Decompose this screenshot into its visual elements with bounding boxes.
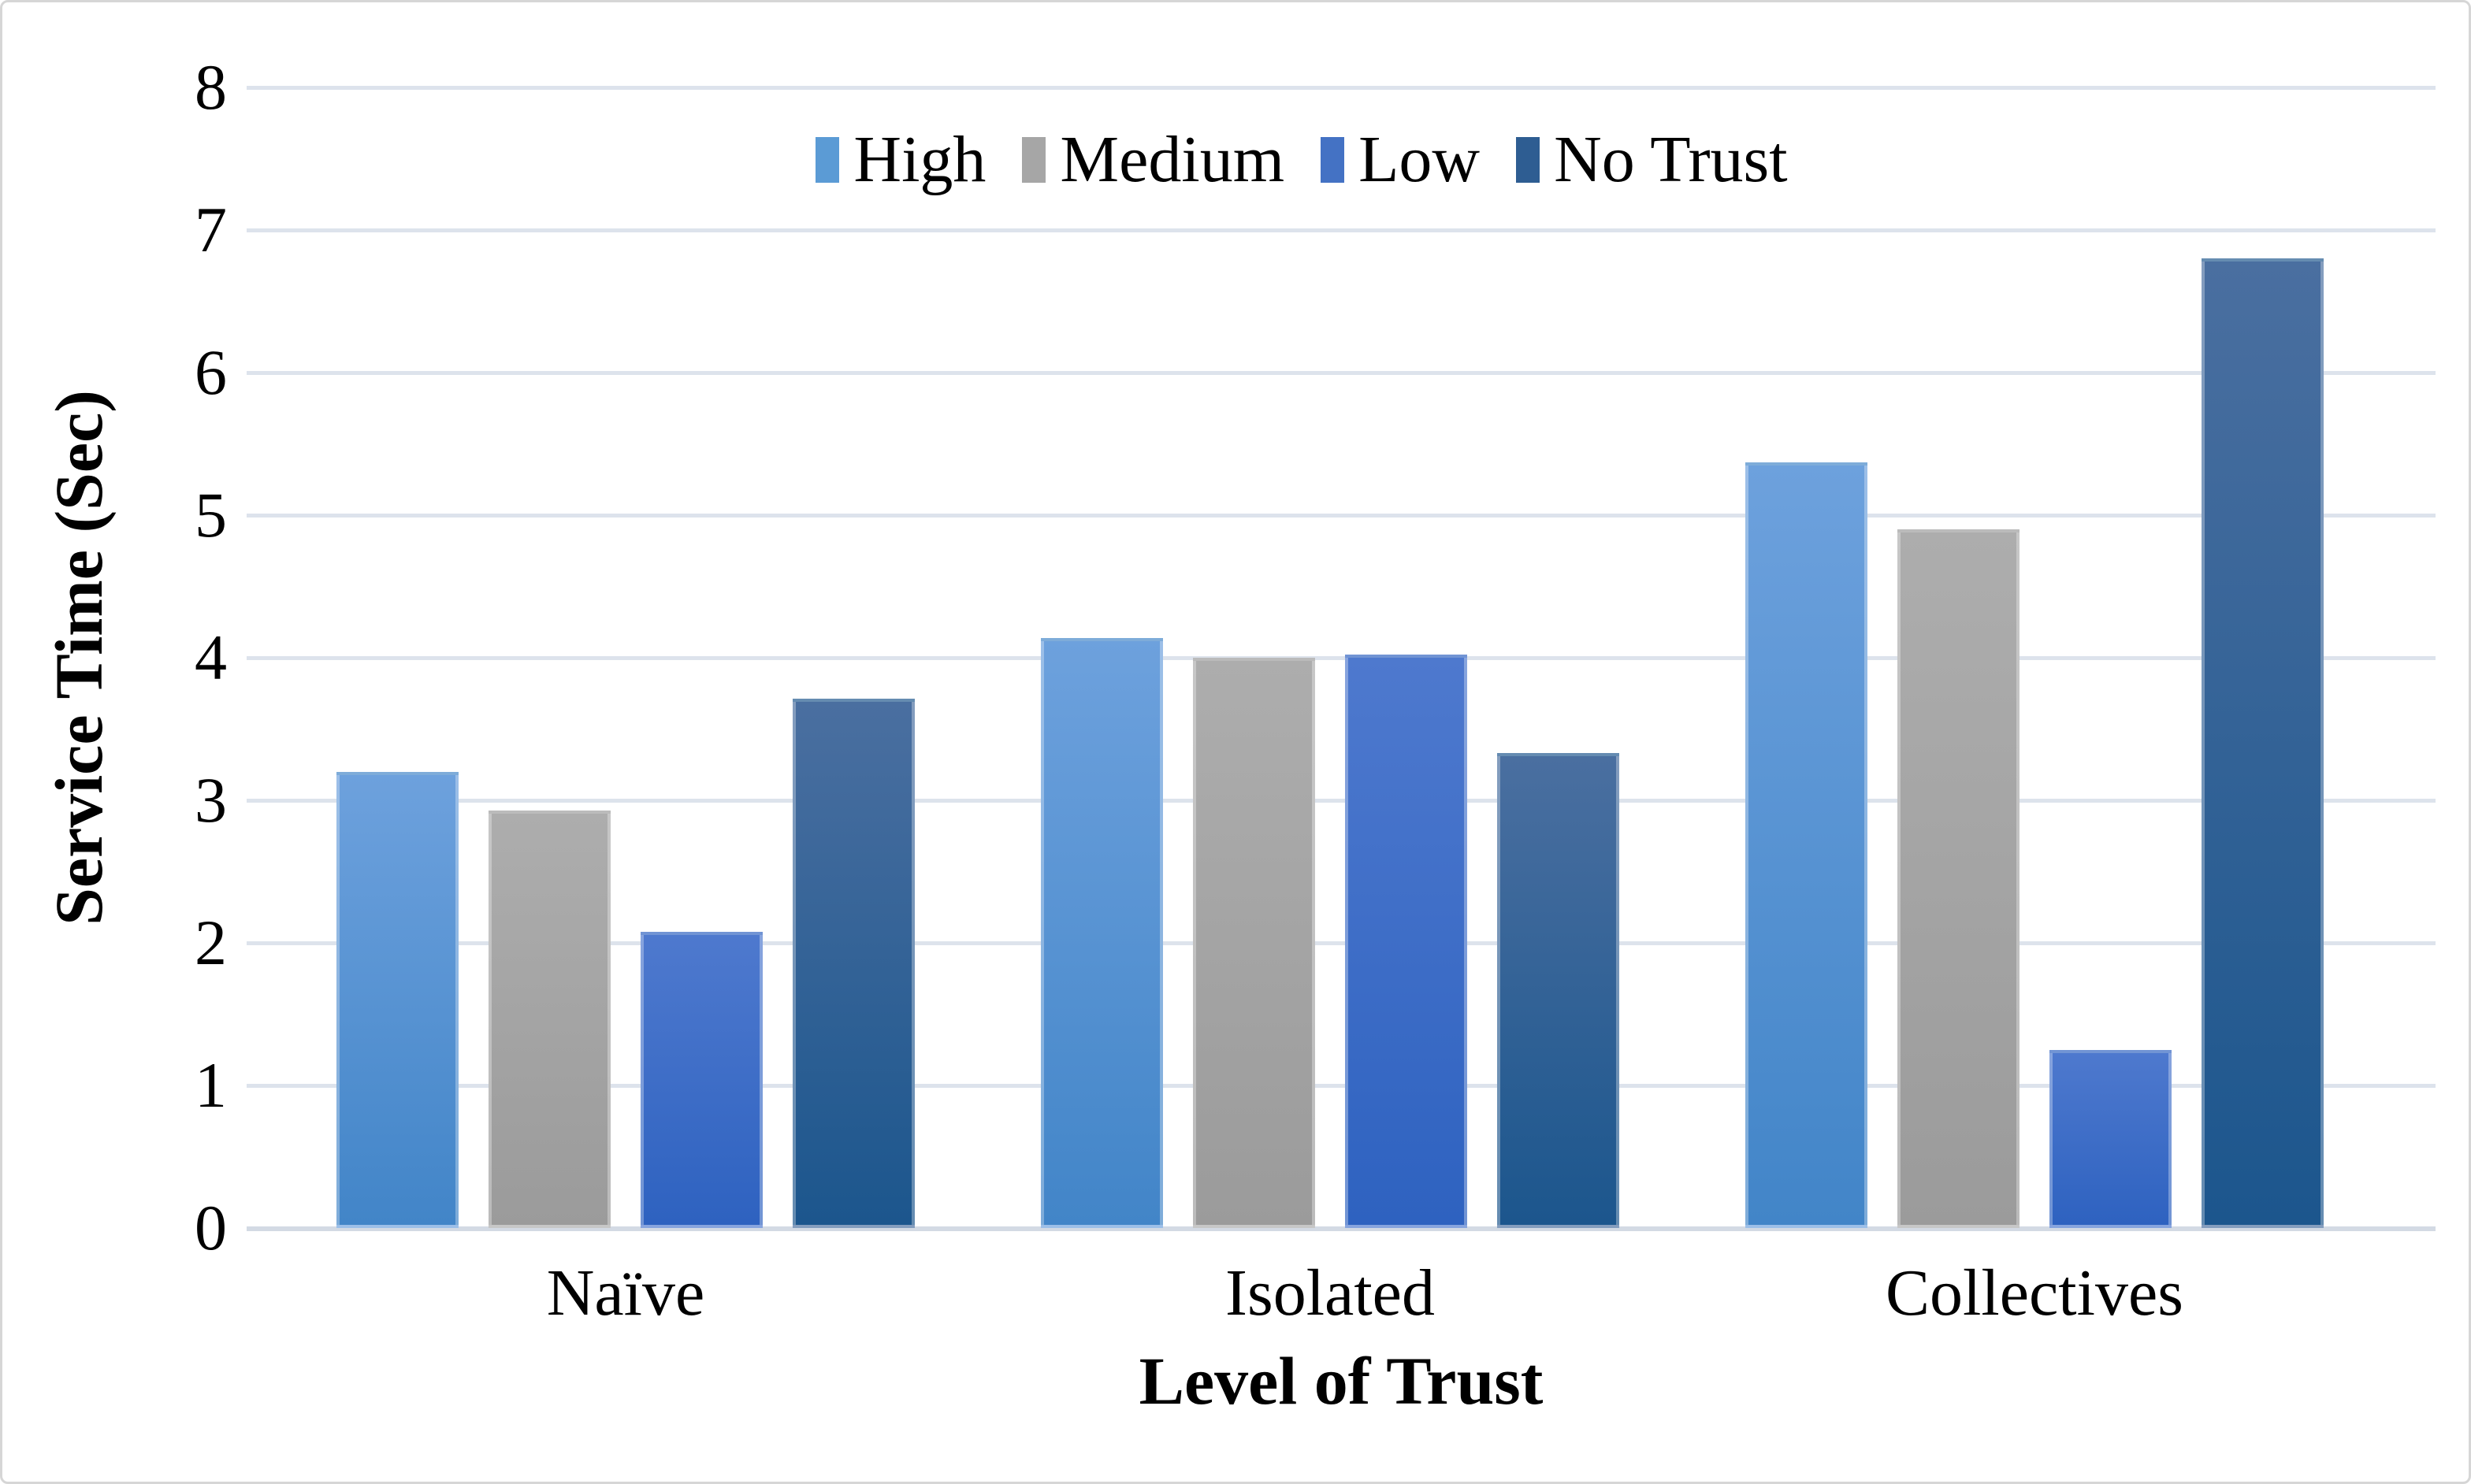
legend-swatch-medium — [1022, 137, 1046, 183]
y-tick-label-4: 4 — [195, 621, 227, 693]
gridline-y-1 — [247, 1084, 2436, 1088]
bar-high-na-ve — [336, 771, 459, 1228]
bar-no-trust-isolated — [1497, 753, 1619, 1228]
legend-item-medium: Medium — [1022, 121, 1284, 199]
gridline-y-0 — [247, 1226, 2436, 1231]
bar-low-na-ve — [641, 931, 763, 1228]
gridline-y-5 — [247, 514, 2436, 518]
legend-item-high: High — [816, 121, 986, 199]
legend-item-low: Low — [1321, 121, 1480, 199]
x-category-label-isolated: Isolated — [1225, 1256, 1435, 1330]
bar-medium-isolated — [1193, 658, 1315, 1228]
x-category-label-collectives: Collectives — [1886, 1256, 2183, 1330]
bar-low-collectives — [2049, 1049, 2172, 1228]
x-category-label-na-ve: Naïve — [546, 1256, 705, 1330]
legend-swatch-low — [1321, 137, 1345, 183]
gridline-y-3 — [247, 799, 2436, 803]
bar-no-trust-na-ve — [793, 699, 915, 1228]
y-tick-label-0: 0 — [195, 1192, 227, 1263]
plot-area — [247, 86, 2436, 1231]
y-tick-label-8: 8 — [195, 51, 227, 123]
bar-medium-na-ve — [489, 810, 611, 1228]
chart-legend: High Medium Low No Trust — [207, 121, 2396, 199]
y-tick-label-7: 7 — [195, 194, 227, 265]
gridline-y-8 — [247, 86, 2436, 90]
y-tick-label-1: 1 — [195, 1049, 227, 1121]
gridline-y-4 — [247, 656, 2436, 660]
y-tick-label-5: 5 — [195, 479, 227, 551]
legend-label-high: High — [853, 123, 987, 196]
bar-high-collectives — [1745, 462, 1867, 1228]
legend-label-low: Low — [1358, 123, 1481, 196]
legend-swatch-high — [816, 137, 840, 183]
legend-swatch-no-trust — [1516, 137, 1540, 183]
bar-low-isolated — [1345, 655, 1467, 1228]
x-axis-title: Level of Trust — [1139, 1343, 1544, 1419]
bar-medium-collectives — [1897, 529, 2020, 1228]
bar-high-isolated — [1041, 637, 1163, 1228]
gridline-y-2 — [247, 941, 2436, 945]
gridline-y-6 — [247, 371, 2436, 375]
y-tick-label-2: 2 — [195, 907, 227, 978]
bar-no-trust-collectives — [2202, 258, 2324, 1228]
y-tick-label-6: 6 — [195, 336, 227, 408]
gridline-y-7 — [247, 228, 2436, 232]
legend-label-no-trust: No Trust — [1554, 123, 1788, 196]
legend-label-medium: Medium — [1060, 123, 1285, 196]
y-tick-label-3: 3 — [195, 764, 227, 836]
legend-item-no-trust: No Trust — [1516, 121, 1788, 199]
